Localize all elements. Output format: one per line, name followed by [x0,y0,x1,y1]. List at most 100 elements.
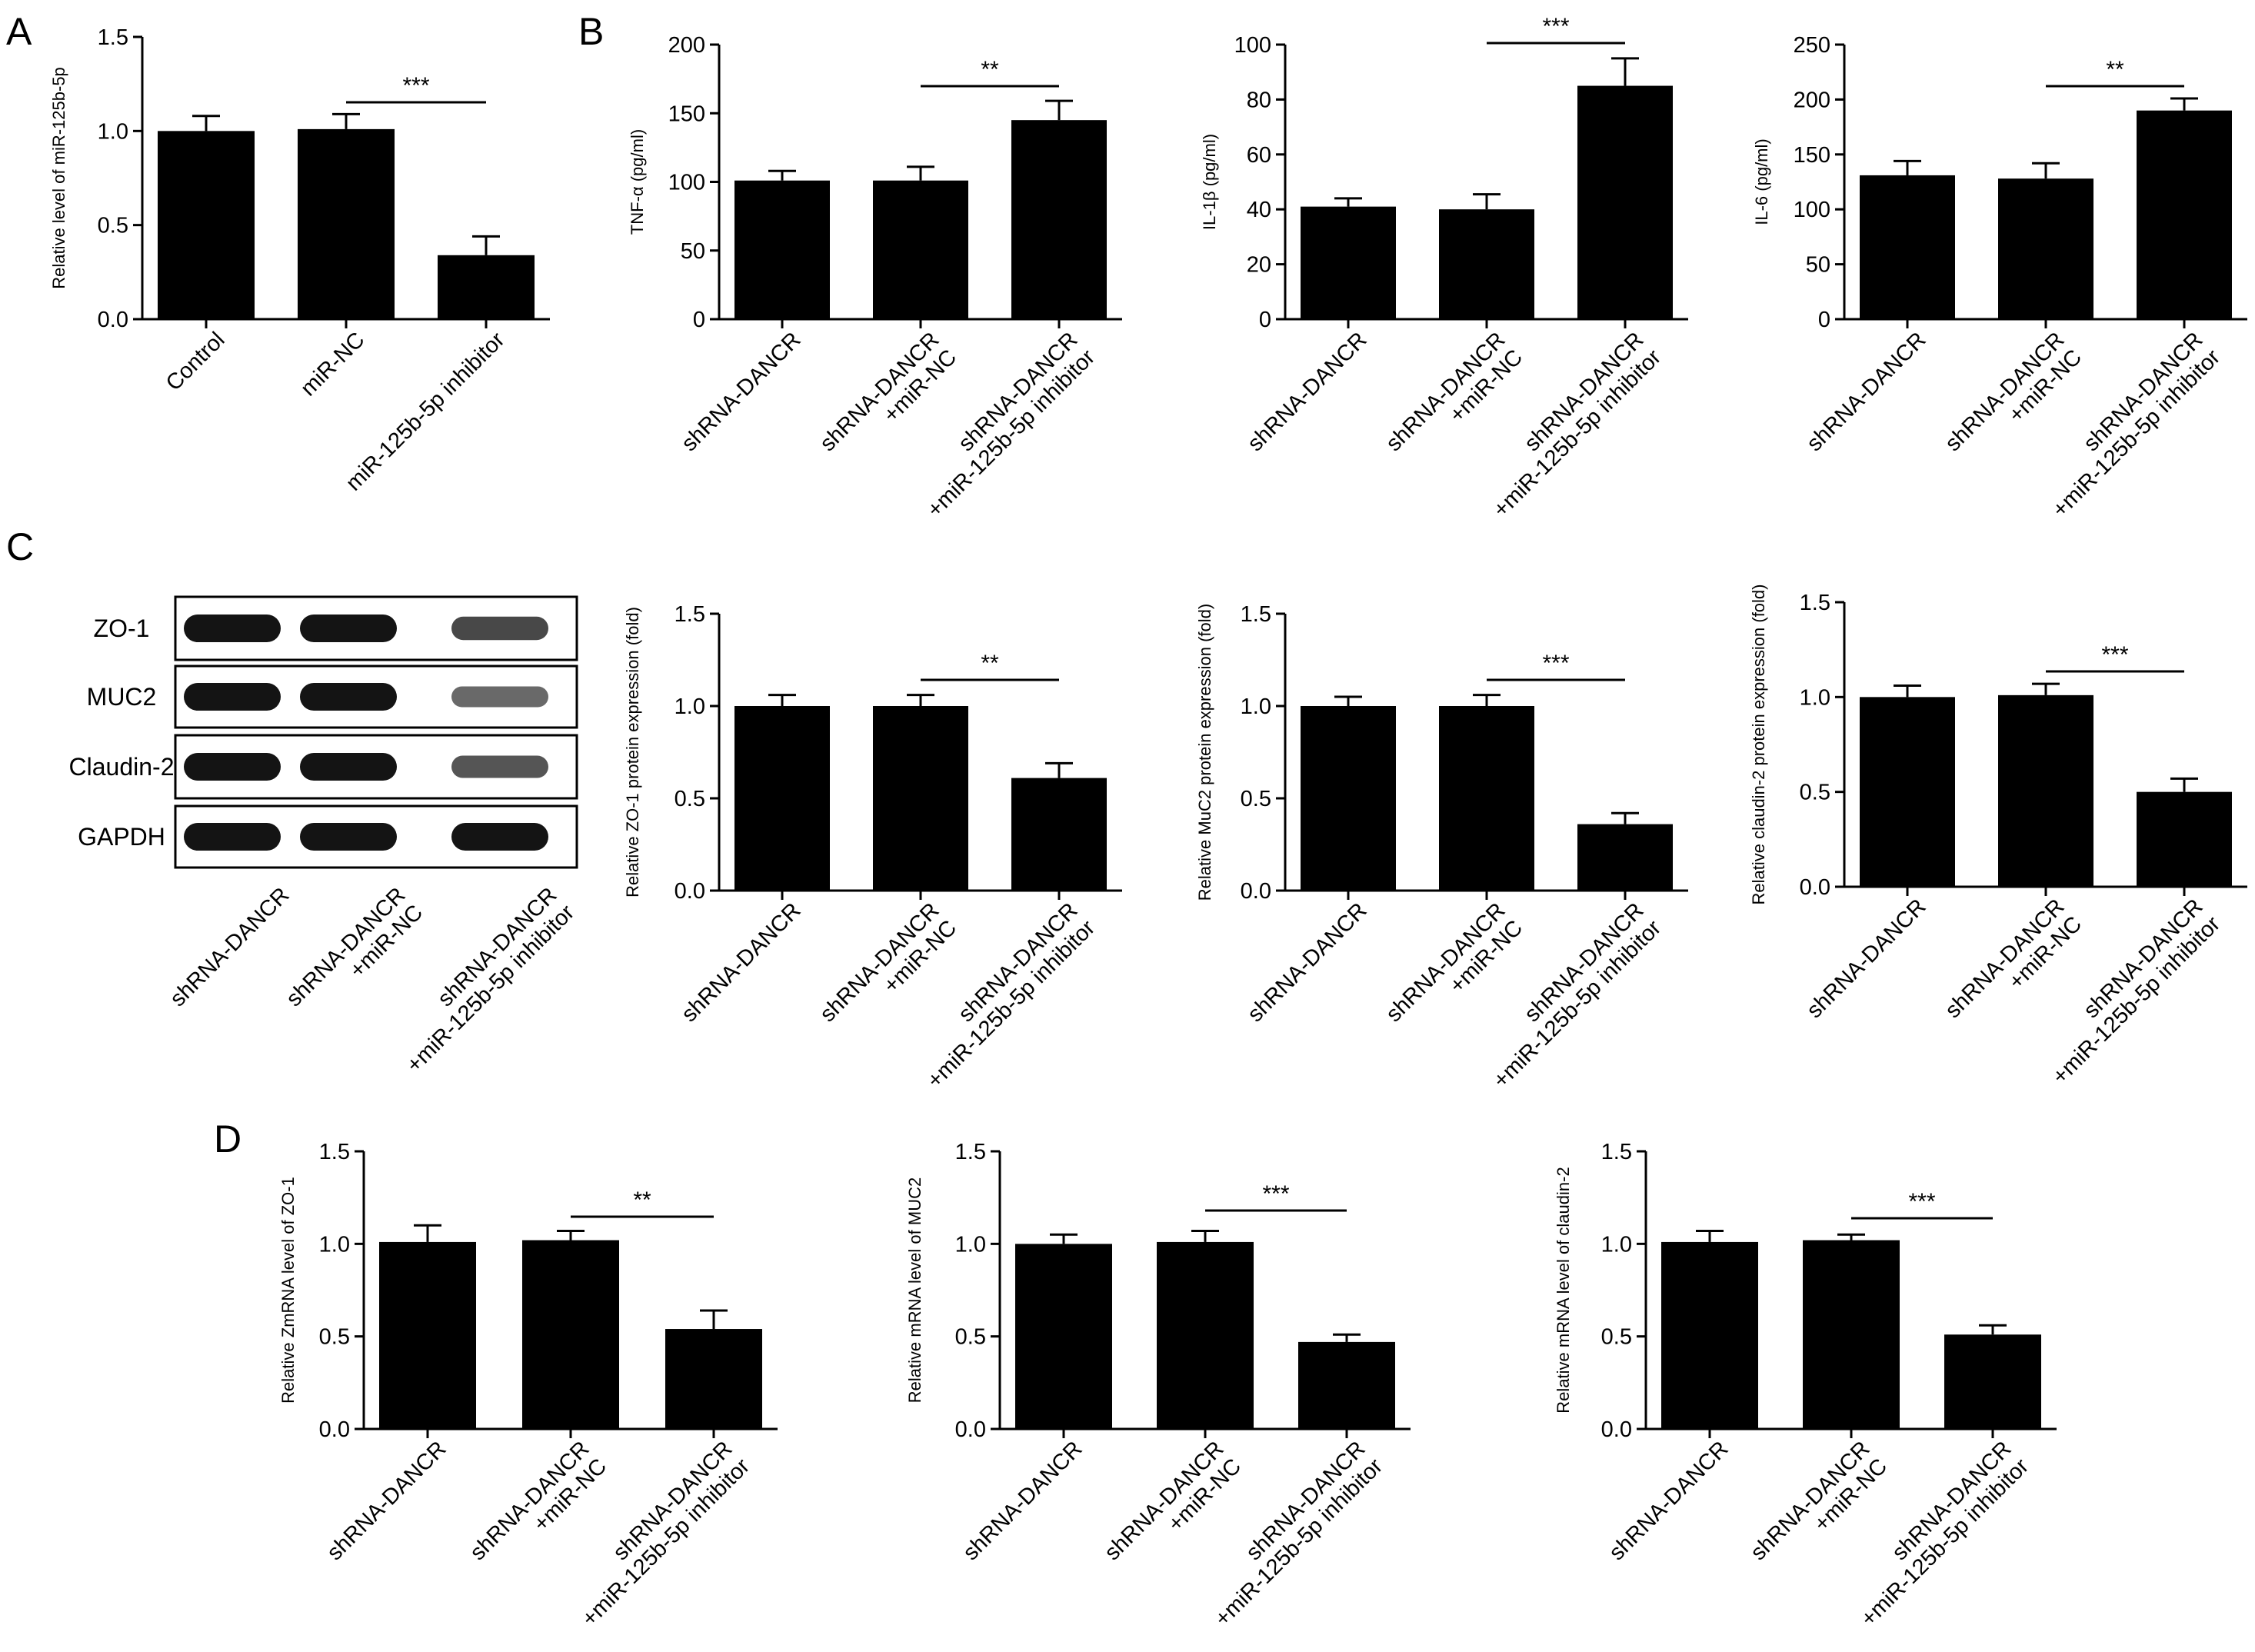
x-category-label: shRNA-DANCR [677,328,805,456]
blot-band [184,823,281,851]
y-tick-label: 0.0 [1601,1417,1632,1442]
y-tick-label: 100 [1234,33,1271,58]
y-tick-label: 0.0 [319,1417,350,1442]
y-tick-label: 100 [1794,198,1830,222]
y-axis-label: Relative ZmRNA level of ZO-1 [278,1177,298,1404]
y-tick-label: 80 [1247,88,1271,112]
x-category-label: shRNA-DANCR [1604,1437,1733,1565]
blot-lane-label: shRNA-DANCR+miR-NC [281,883,428,1029]
blot-band [451,616,548,641]
y-tick-label: 0 [1259,308,1271,332]
bar [1661,1241,1758,1429]
y-tick-label: 0 [1818,308,1830,332]
x-category-line: shRNA-DANCR [1243,898,1371,1027]
x-category-label: Control [162,328,230,396]
x-category-line: shRNA-DANCR [677,328,805,456]
chart-d1: 0.0 0.5 1.0 1.5 Relative ZmRNA level of ZO-1… [278,1140,778,1631]
y-tick-label: 20 [1247,253,1271,278]
y-tick-label: 1.5 [1241,602,1271,627]
blot-lane-label: shRNA-DANCR [165,883,294,1011]
bar [1439,209,1534,319]
significance-label: ** [633,1187,651,1213]
bar [1944,1334,2041,1429]
y-tick-label: 0.5 [1601,1325,1632,1350]
panel-letter-a: A [6,10,32,53]
panel-letter-c: C [6,525,34,568]
panel-letter-d: D [214,1117,241,1161]
x-category-label: shRNA-DANCR [958,1437,1087,1565]
bar [1439,706,1534,891]
y-tick-label: 0.5 [955,1325,986,1350]
y-tick-label: 1.5 [319,1140,350,1164]
significance-label: *** [1542,14,1569,39]
y-tick-label: 1.0 [319,1232,350,1257]
blot-band [300,753,397,781]
x-category-line: miR-125b-5p inhibitor [341,328,510,496]
bar [1298,1341,1395,1429]
y-axis-label: Relative ZO-1 protein expression (fold) [623,607,642,898]
x-category-label: shRNA-DANCR [1802,328,1930,456]
x-category-label: shRNA-DANCR+miR-NC [815,328,961,474]
x-category-line: Control [162,328,230,396]
bar [2137,110,2232,319]
blot-row-label: MUC2 [87,683,157,711]
y-tick-label: 0.0 [98,308,128,332]
y-tick-label: 1.5 [675,602,705,627]
bar [1860,175,1955,319]
bar [734,706,830,891]
x-category-line: shRNA-DANCR [1802,894,1930,1023]
bar [1157,1241,1254,1429]
x-category-label: shRNA-DANCR [1802,894,1930,1023]
y-axis-label: Relative MuC2 protein expression (fold) [1195,604,1214,901]
bar [2137,791,2232,887]
blot-row-label: Claudin-2 [69,753,175,781]
x-category-label: shRNA-DANCR+miR-NC [1381,898,1527,1044]
y-tick-label: 50 [681,239,705,264]
y-tick-label: 1.0 [1800,685,1830,710]
x-category-line: +miR-125b-5p inhibitor [577,1454,754,1631]
y-axis-label: Relative level of miR-125b-5p [49,67,68,289]
bar [522,1240,619,1429]
bar [1301,206,1396,319]
blot-band [451,686,548,708]
y-tick-label: 0.5 [98,214,128,238]
y-axis-label: Relative mRNA level of claudin-2 [1554,1167,1573,1413]
chart-c2: 0.0 0.5 1.0 1.5 Relative MuC2 protein expres… [1195,602,1688,1093]
blot-band [300,823,397,851]
x-category-label: shRNA-DANCR+miR-NC [1746,1437,1892,1583]
chart-a: 0.0 0.5 1.0 1.5 Relative level of miR-125b-5… [49,25,550,496]
y-tick-label: 150 [1794,143,1830,168]
significance-label: *** [1908,1189,1935,1214]
y-tick-label: 1.0 [955,1232,986,1257]
bar [379,1241,476,1429]
chart-c1: 0.0 0.5 1.0 1.5 Relative ZO-1 protein expres… [623,602,1122,1093]
blot-row-label: GAPDH [78,823,165,851]
chart-c3: 0.0 0.5 1.0 1.5 Relative claudin-2 protein e… [1749,585,2247,1089]
significance-label: *** [2101,642,2128,668]
x-category-label: shRNA-DANCR [322,1437,451,1565]
y-tick-label: 0.5 [1241,787,1271,811]
bar [873,180,968,319]
y-tick-label: 0.5 [1800,781,1830,805]
y-axis-label: Relative claudin-2 protein expression (f… [1749,585,1768,905]
y-tick-label: 200 [1794,88,1830,112]
bar [438,255,535,319]
significance-label: *** [1542,651,1569,676]
x-category-line: shRNA-DANCR [677,898,805,1027]
blot-lane-line: +miR-125b-5p inhibitor [401,900,579,1077]
y-tick-label: 1.0 [98,119,128,144]
bar [1301,706,1396,891]
blot-band [300,683,397,711]
bar [1803,1240,1900,1429]
x-category-label: miR-NC [296,328,370,401]
blot-row-label: ZO-1 [94,615,150,642]
x-category-label: shRNA-DANCR+miR-NC [1381,328,1527,474]
y-tick-label: 150 [668,102,705,126]
bar [298,128,395,319]
x-category-label: shRNA-DANCR+miR-NC [815,898,961,1044]
y-tick-label: 0 [693,308,705,332]
bar [1577,824,1673,891]
bar [734,180,830,319]
bar [873,706,968,891]
